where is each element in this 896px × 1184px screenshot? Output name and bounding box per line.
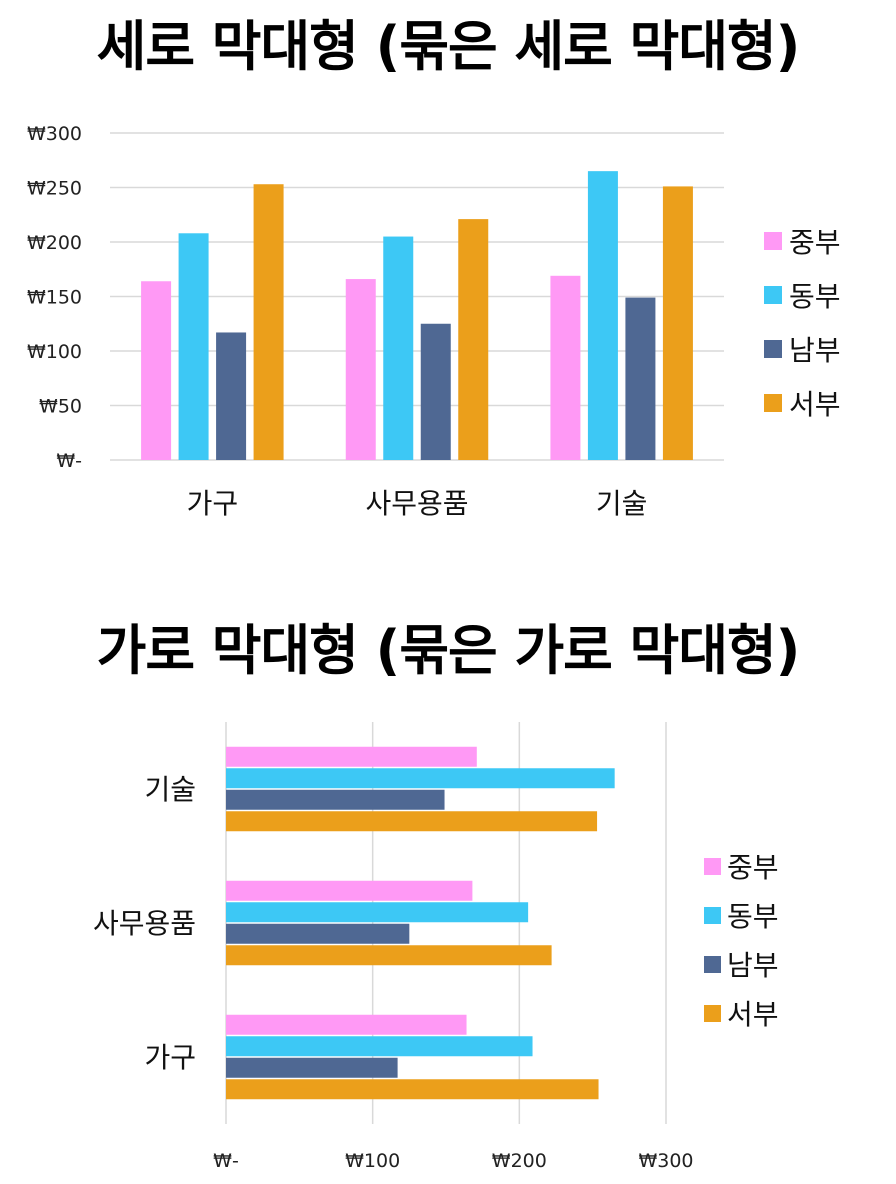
legend-label: 남부 [789,334,841,367]
bar-남부 [226,923,410,944]
x-category-label: 사무용품 [365,487,468,520]
bar-동부 [178,233,209,460]
legend-swatch [764,394,782,412]
bar-동부 [226,902,529,923]
y-tick-label: ₩150 [27,287,82,309]
bar-중부 [226,746,477,767]
bar-남부 [625,297,656,460]
legend-label: 동부 [727,900,779,933]
bar-chart-title: 가로 막대형 (묶은 가로 막대형) [96,619,801,682]
bar-중부 [141,281,172,460]
bar-중부 [226,880,473,901]
y-tick-label: ₩300 [27,123,82,145]
y-tick-label: ₩50 [39,396,82,418]
bar-서부 [226,945,552,966]
y-category-label: 사무용품 [93,907,196,940]
legend-swatch [704,858,721,875]
x-tick-label: ₩300 [638,1150,693,1172]
bar-중부 [550,275,581,460]
legend-swatch [704,1005,721,1022]
y-tick-label: ₩250 [27,178,82,200]
legend-swatch [704,956,721,973]
y-category-label: 기술 [144,773,196,806]
bar-남부 [226,1057,398,1078]
bar-서부 [226,1079,599,1100]
bar-동부 [587,171,618,460]
x-tick-label: ₩200 [492,1150,547,1172]
bar-중부 [226,1014,467,1035]
bar-동부 [226,768,615,789]
column-chart-title: 세로 막대형 (묶은 세로 막대형) [96,15,801,78]
y-category-label: 가구 [144,1041,196,1074]
legend-swatch [764,286,782,304]
legend-label: 동부 [789,280,841,313]
bar-서부 [253,184,284,461]
x-tick-label: ₩100 [345,1150,400,1172]
x-tick-label: ₩- [213,1150,239,1172]
y-tick-label: ₩100 [27,341,82,363]
legend-label: 중부 [727,851,779,884]
bar-남부 [420,323,451,460]
column-chart: ₩- ₩50 ₩100 ₩150 ₩200 ₩250 ₩300 가구 사무용품 기술 중부동부남부서… [27,123,841,520]
bar-서부 [458,219,489,460]
y-tick-label: ₩- [56,450,82,472]
bar-서부 [226,811,598,832]
bar-남부 [226,789,445,810]
legend-label: 중부 [789,226,841,259]
bar-동부 [383,236,414,460]
legend-swatch [764,340,782,358]
legend-swatch [704,907,721,924]
legend-label: 남부 [727,949,779,982]
bar-서부 [662,186,693,460]
bar-중부 [345,279,376,460]
legend-label: 서부 [727,998,779,1031]
bar-동부 [226,1036,533,1057]
x-category-label: 기술 [596,487,648,520]
y-tick-label: ₩200 [27,232,82,254]
legend-swatch [764,232,782,250]
legend-label: 서부 [789,388,841,421]
bar-남부 [216,332,247,460]
x-category-label: 가구 [187,487,239,520]
